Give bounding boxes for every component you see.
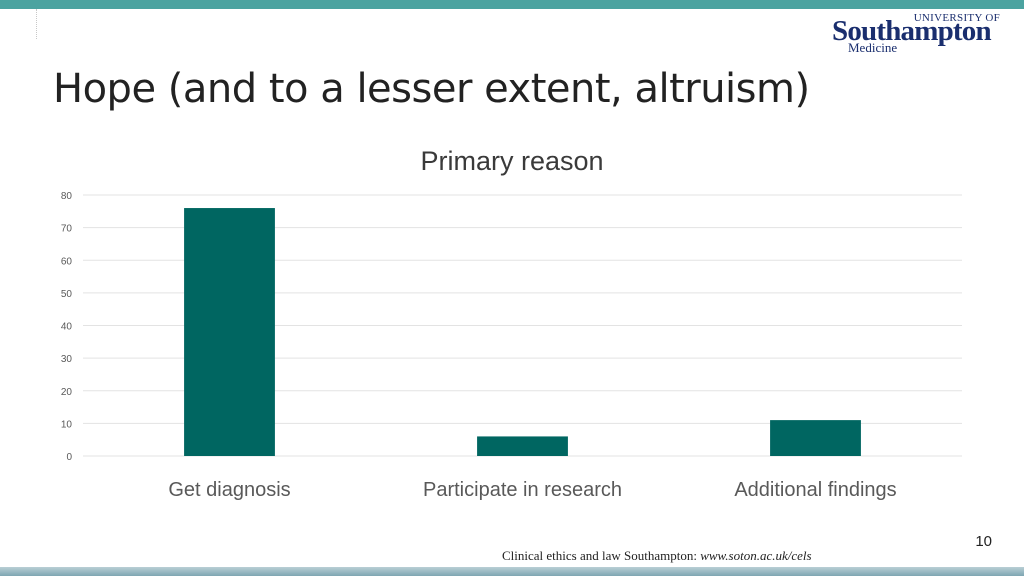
logo-southampton: Southampton xyxy=(832,15,992,47)
footer-url-link[interactable]: www.soton.ac.uk/cels xyxy=(700,548,812,563)
x-category-label: Get diagnosis xyxy=(168,479,290,501)
footer-credit: Clinical ethics and law Southampton: www… xyxy=(502,548,812,564)
y-tick-label: 20 xyxy=(61,387,73,398)
y-tick-label: 60 xyxy=(61,256,73,267)
corner-guide-mark xyxy=(36,9,38,39)
y-tick-label: 10 xyxy=(61,419,73,430)
bottom-accent-bar xyxy=(0,567,1024,576)
bar-additional-findings xyxy=(770,420,861,456)
logo-university-of: UNIVERSITY OF xyxy=(913,12,1000,24)
page-title: Hope (and to a lesser extent, altruism) xyxy=(53,66,810,112)
x-category-label: Additional findings xyxy=(734,479,896,501)
x-category-label: Participate in research xyxy=(423,479,622,501)
y-axis-ticks: 0 10 20 30 40 50 60 70 80 xyxy=(61,191,73,463)
y-tick-label: 40 xyxy=(61,322,73,333)
bar-get-diagnosis xyxy=(184,208,275,456)
bar-chart: Primary reason 0 10 20 30 40 50 60 70 80 Get dia… xyxy=(61,146,962,501)
logo-medicine: Medicine xyxy=(848,40,898,55)
y-tick-label: 30 xyxy=(61,354,73,365)
bar-participate-in-research xyxy=(477,436,568,456)
chart-title: Primary reason xyxy=(420,146,603,176)
y-tick-label: 80 xyxy=(61,191,73,202)
y-tick-label: 50 xyxy=(61,289,73,300)
bars xyxy=(184,208,861,456)
page-number: 10 xyxy=(975,533,992,550)
footer-text: Clinical ethics and law Southampton: xyxy=(502,548,701,563)
y-tick-label: 0 xyxy=(66,452,72,463)
top-accent-bar xyxy=(0,0,1024,9)
university-logo: UNIVERSITY OF Southampton Medicine xyxy=(826,12,1024,58)
y-tick-label: 70 xyxy=(61,224,73,235)
x-axis-labels: Get diagnosis Participate in research Addi… xyxy=(168,479,896,501)
